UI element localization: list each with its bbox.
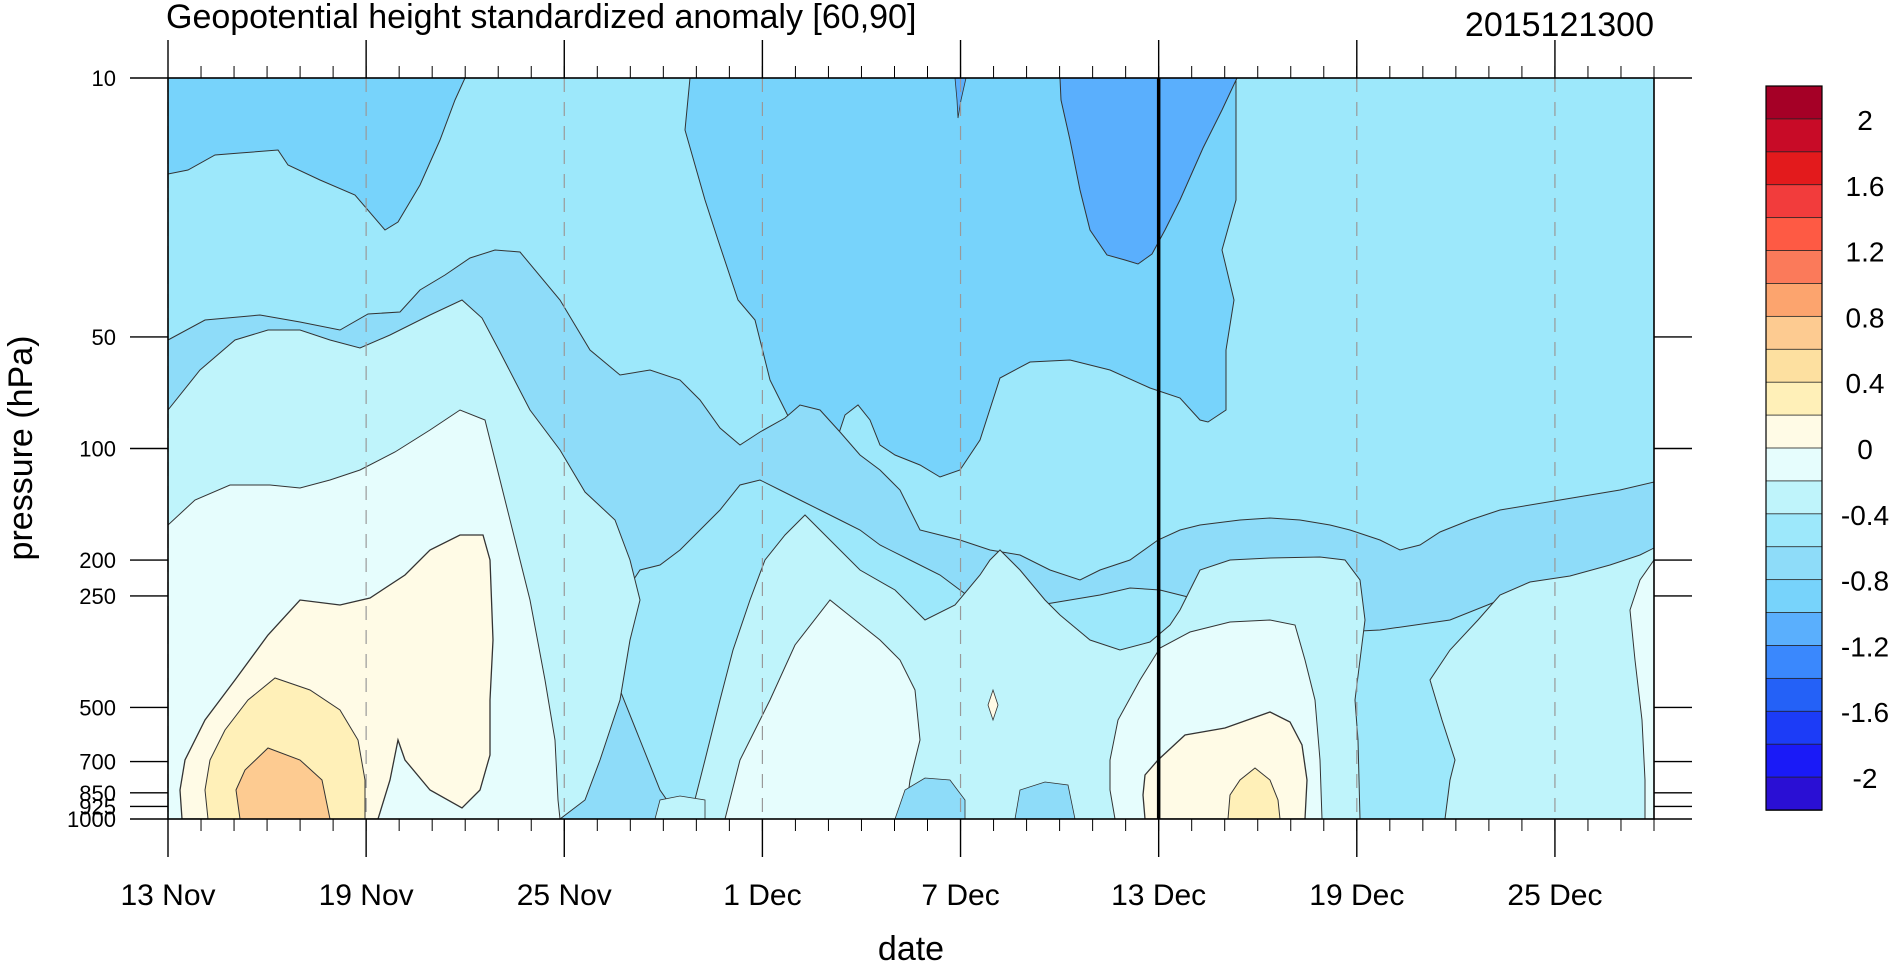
x-tick-label: 1 Dec [723,879,801,912]
y-tick-label: 1000 [67,807,116,832]
colorbar-frame [1765,85,1823,811]
x-tick-label: 19 Dec [1309,879,1404,912]
y-tick-label: 200 [79,548,116,573]
field-tropo-late-edge [1629,559,1654,819]
colorbar-label: -1.2 [1841,631,1889,662]
x-axis-label: date [878,930,944,963]
colorbar-label: -0.8 [1841,566,1889,597]
colorbar-swatch [1765,579,1823,614]
colorbar-swatch [1765,250,1823,285]
colorbar-swatch [1765,546,1823,581]
y-axis-label: pressure (hPa) [2,336,40,561]
colorbar-label: 1.6 [1846,171,1885,202]
field-blob-b [894,777,966,819]
colorbar-swatch [1765,776,1823,811]
colorbar-swatch [1765,710,1823,745]
contour-fields [168,78,1654,819]
colorbar-swatch [1765,151,1823,186]
field-blob-c [1014,781,1076,819]
y-tick-label: 100 [79,437,116,462]
colorbar-swatch [1765,414,1823,449]
colorbar-swatch [1765,381,1823,416]
colorbar-swatch [1765,743,1823,778]
chart-timestamp: 2015121300 [1465,6,1654,44]
x-axis: 13 Nov 19 Nov 25 Nov 1 Dec 7 Dec 13 Dec 19 Dec… [120,40,1655,912]
field-tropo-dec [724,599,921,819]
colorbar-label: -1.6 [1841,697,1889,728]
field-mid-late [1429,547,1654,819]
colorbar-swatch [1765,283,1823,318]
y-tick-label: 250 [79,584,116,609]
x-tick-label: 25 Dec [1507,879,1602,912]
colorbar-label: 0.8 [1846,302,1885,333]
colorbar-label: -2 [1853,763,1878,794]
colorbar-swatch [1765,645,1823,680]
colorbar-label: 2 [1857,105,1873,136]
field-blob-a [654,795,706,819]
y-tick-label: 925 [79,794,116,819]
y-tick-label: 50 [92,325,116,350]
field-positive-max-dec [1227,767,1281,819]
colorbar-swatch [1765,315,1823,351]
colorbar-swatch [1765,217,1823,252]
colorbar-swatch [1765,348,1823,383]
field-blob-d [987,688,999,722]
colorbar-swatch [1765,612,1823,647]
colorbar-swatch [1765,677,1823,713]
y-tick-label: 500 [79,695,116,720]
colorbar-swatch [1765,513,1823,548]
colorbar-swatch [1765,480,1823,515]
colorbar-swatch [1765,85,1823,120]
colorbar-swatch [1765,118,1823,153]
colorbar-label: 1.2 [1846,237,1885,268]
field-upper-strat-min [1059,78,1238,265]
colorbar-label: 0.4 [1846,368,1885,399]
colorbar-swatch [1765,184,1823,219]
y-tick-label: 850 [79,781,116,806]
colorbar-swatch [1765,447,1823,482]
chart-title: Geopotential height standardized anomaly… [166,0,916,36]
x-tick-label: 13 Nov [120,879,215,912]
colorbar-label: 0 [1857,434,1873,465]
x-tick-label: 13 Dec [1111,879,1206,912]
field-positive-max-early [235,747,331,819]
x-tick-label: 25 Nov [517,879,612,912]
y-tick-label: 10 [92,66,116,91]
field-stratosphere-early [168,78,466,231]
x-tick-label: 7 Dec [921,879,999,912]
x-tick-label: 19 Nov [319,879,414,912]
colorbar-label: -0.4 [1841,500,1889,531]
y-tick-label: 700 [79,750,116,775]
field-upper-strat-min-b [954,78,967,119]
colorbar: 2 1.6 1.2 0.8 0.4 0 -0.4 -0.8 -1.2 -1.6 -2 [1765,85,1889,811]
